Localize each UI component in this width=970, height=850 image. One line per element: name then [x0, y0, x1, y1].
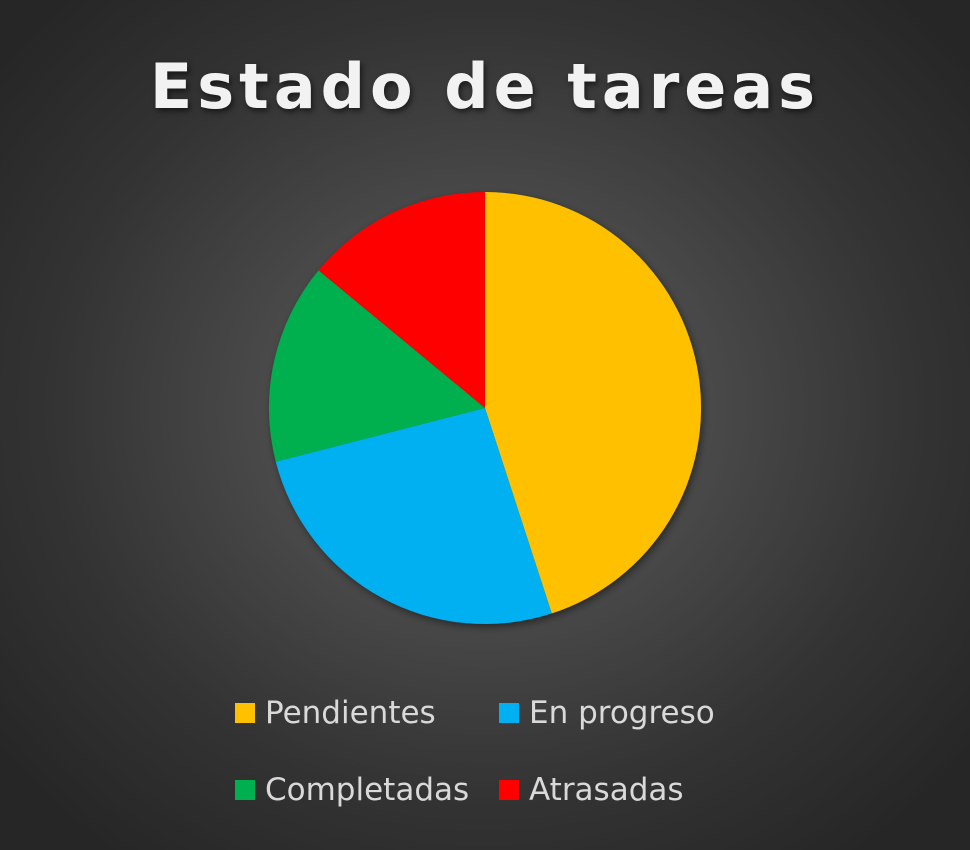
legend-label-en-progreso: En progreso [529, 695, 715, 731]
legend-label-pendientes: Pendientes [265, 695, 436, 731]
legend-item-completadas[interactable]: Completadas [235, 770, 469, 810]
legend-item-pendientes[interactable]: Pendientes [235, 693, 436, 733]
legend-item-atrasadas[interactable]: Atrasadas [499, 770, 684, 810]
pie-slice-completadas[interactable] [269, 270, 485, 462]
legend-item-en-progreso[interactable]: En progreso [499, 693, 715, 733]
pie-slice-pendientes[interactable] [485, 192, 702, 614]
legend-swatch-atrasadas [499, 780, 519, 800]
pie-slice-atrasadas[interactable] [318, 192, 485, 408]
legend-label-atrasadas: Atrasadas [529, 772, 684, 808]
legend-label-completadas: Completadas [265, 772, 470, 808]
pie-slice-en-progreso[interactable] [275, 408, 552, 625]
legend-swatch-en-progreso [499, 703, 519, 723]
chart-title: Estado de tareas [149, 50, 821, 123]
legend-swatch-completadas [235, 780, 255, 800]
legend-swatch-pendientes [235, 703, 255, 723]
